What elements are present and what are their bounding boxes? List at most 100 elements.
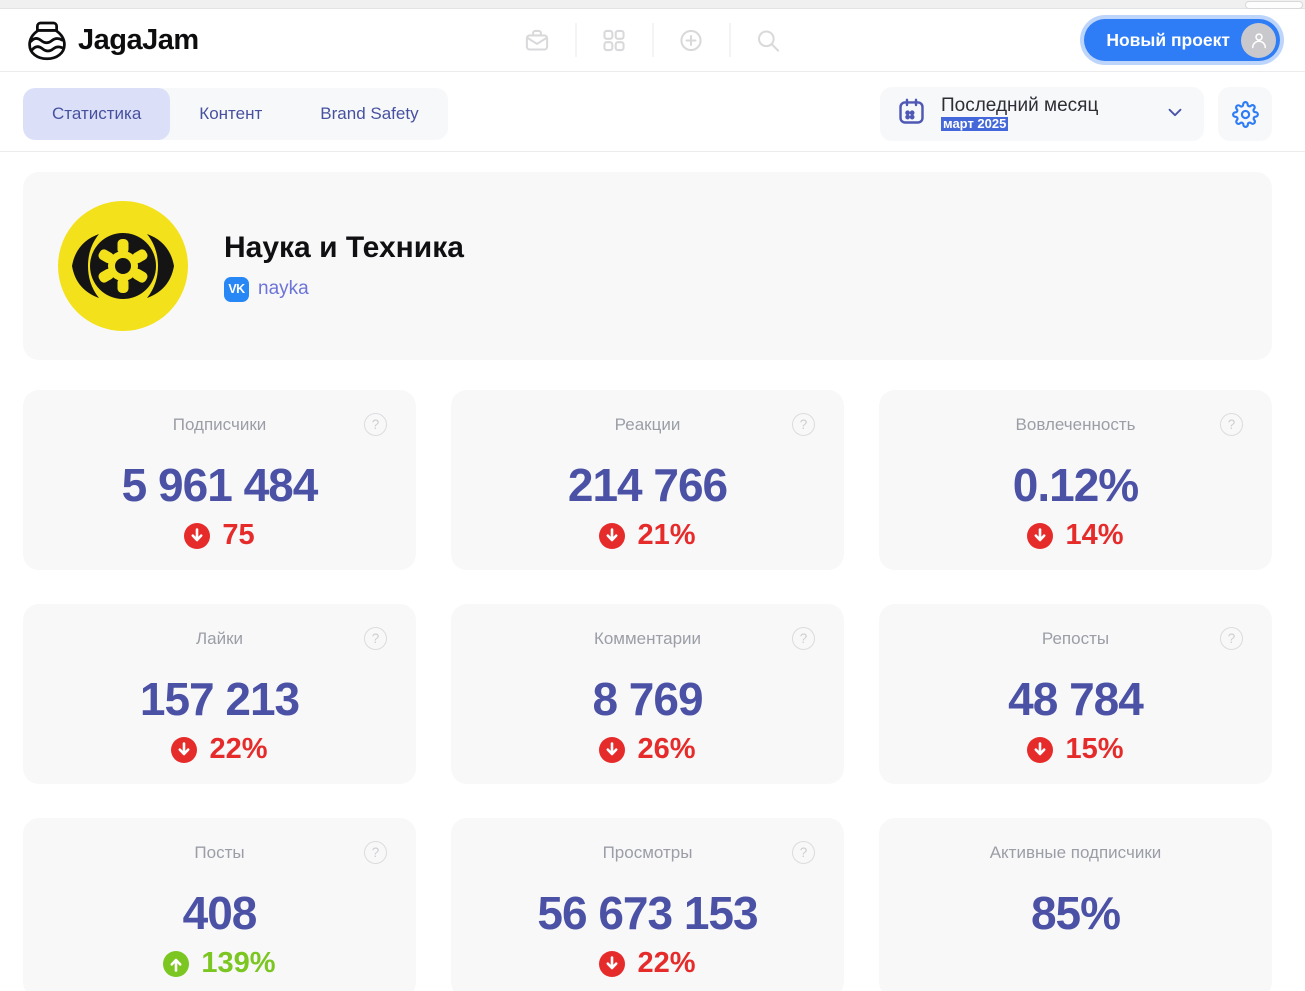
stat-label: Активные подписчики — [989, 843, 1162, 862]
community-info: Наука и Техника VK nayka — [224, 231, 464, 302]
community-handle-link[interactable]: nayka — [258, 278, 309, 299]
stat-value: 157 213 — [139, 673, 300, 725]
briefcase-icon[interactable] — [522, 25, 552, 55]
stat-card-reposts: Репосты ? 48 784 15% — [879, 604, 1272, 784]
stat-change: 22% — [171, 733, 268, 766]
stat-card-views: Просмотры ? 56 673 153 22% — [451, 818, 844, 991]
stat-label: Репосты — [1041, 629, 1110, 648]
new-project-label: Новый проект — [1106, 29, 1230, 50]
stat-card-reactions: Реакции ? 214 766 21% — [451, 390, 844, 570]
stat-change: 15% — [1027, 733, 1124, 766]
main-content: Наука и Техника VK nayka Подписчики ? 5 … — [0, 152, 1305, 991]
stat-change: 22% — [599, 947, 696, 980]
stat-change-value: 15% — [1065, 733, 1124, 765]
help-icon[interactable]: ? — [364, 413, 387, 436]
arrow-down-circle-icon — [1027, 736, 1054, 763]
community-profile-card: Наука и Техника VK nayka — [23, 172, 1272, 360]
stat-change: 26% — [599, 733, 696, 766]
arrow-up-circle-icon — [163, 950, 190, 977]
browser-top-strip — [0, 0, 1305, 9]
stat-label: Просмотры — [602, 843, 693, 862]
stat-value: 56 673 153 — [537, 887, 758, 939]
stat-change-value: 26% — [637, 733, 696, 765]
help-icon[interactable]: ? — [792, 627, 815, 650]
arrow-down-circle-icon — [184, 522, 211, 549]
arrow-down-circle-icon — [1027, 522, 1054, 549]
stat-card-posts: Посты ? 408 139% — [23, 818, 416, 991]
date-range-picker[interactable]: Последний месяц март 2025 — [880, 87, 1204, 141]
tab-bar: Статистика Контент Brand Safety — [23, 88, 448, 140]
stat-label: Комментарии — [593, 629, 702, 648]
add-circle-icon[interactable] — [676, 25, 706, 55]
community-title: Наука и Техника — [224, 230, 464, 264]
stat-change: 21% — [599, 519, 696, 552]
stat-value: 48 784 — [1008, 673, 1144, 725]
tab-content[interactable]: Контент — [199, 104, 263, 123]
date-range-texts: Последний месяц март 2025 — [941, 94, 1099, 133]
stat-card-engagement: Вовлеченность ? 0.12% 14% — [879, 390, 1272, 570]
stat-label: Реакции — [614, 415, 681, 434]
gear-icon — [1231, 100, 1259, 128]
calendar-icon — [896, 96, 927, 132]
help-icon[interactable]: ? — [364, 841, 387, 864]
subheader-controls: Последний месяц март 2025 — [880, 87, 1272, 141]
community-handle-row: VK nayka — [224, 276, 464, 302]
stat-change-value: 139% — [201, 947, 276, 979]
stat-value: 85% — [1030, 887, 1121, 939]
jam-jar-logo-icon — [28, 21, 66, 61]
stat-change-value: 22% — [637, 947, 696, 979]
community-avatar[interactable] — [58, 201, 188, 331]
help-icon[interactable]: ? — [364, 627, 387, 650]
arrow-down-circle-icon — [171, 736, 198, 763]
tab-statistics[interactable]: Статистика — [23, 88, 171, 140]
help-icon[interactable]: ? — [1220, 413, 1243, 436]
settings-button[interactable] — [1218, 87, 1272, 141]
stat-change: 14% — [1027, 519, 1124, 552]
scrollbar-thumb[interactable] — [1245, 1, 1303, 9]
stat-change: 75 — [184, 519, 255, 552]
stat-change-value: 21% — [637, 519, 696, 551]
help-icon[interactable]: ? — [1220, 627, 1243, 650]
stats-grid: Подписчики ? 5 961 484 75 Реакции ? 214 … — [23, 390, 1272, 991]
arrow-down-circle-icon — [599, 522, 626, 549]
stat-label: Подписчики — [172, 415, 267, 434]
stat-card-active-subscribers: Активные подписчики ? 85% — [879, 818, 1272, 991]
date-range-label: Последний месяц — [941, 94, 1099, 116]
tab-brand-safety[interactable]: Brand Safety — [320, 104, 419, 123]
stat-card-subscribers: Подписчики ? 5 961 484 75 — [23, 390, 416, 570]
vk-network-icon: VK — [224, 276, 249, 302]
stat-value: 0.12% — [1012, 459, 1139, 511]
header-icon-group — [522, 23, 783, 57]
stat-value: 408 — [182, 887, 258, 939]
stat-change-value: 22% — [209, 733, 268, 765]
user-icon — [1251, 33, 1266, 49]
header-divider — [575, 23, 576, 57]
stat-change-value: 14% — [1065, 519, 1124, 551]
stat-value: 5 961 484 — [121, 459, 319, 511]
stat-change: 139% — [163, 947, 276, 980]
user-avatar[interactable] — [1241, 22, 1276, 58]
header-divider — [729, 23, 730, 57]
stat-label: Лайки — [195, 629, 244, 648]
subheader: Статистика Контент Brand Safety Последний … — [0, 72, 1305, 151]
stat-card-comments: Комментарии ? 8 769 26% — [451, 604, 844, 784]
brand-name: JagaJam — [78, 23, 199, 56]
section-divider — [0, 151, 1305, 152]
header-divider — [652, 23, 653, 57]
help-icon[interactable]: ? — [792, 841, 815, 864]
brand-logo[interactable]: JagaJam — [25, 18, 199, 62]
help-icon[interactable]: ? — [792, 413, 815, 436]
chevron-down-icon — [1164, 101, 1186, 128]
arrow-down-circle-icon — [599, 950, 626, 977]
stat-card-likes: Лайки ? 157 213 22% — [23, 604, 416, 784]
apps-grid-icon[interactable] — [599, 25, 629, 55]
search-icon[interactable] — [753, 25, 783, 55]
stat-change-value: 75 — [222, 519, 255, 551]
date-range-selected-month: март 2025 — [941, 115, 1009, 132]
stat-value: 8 769 — [592, 673, 703, 725]
stat-label: Вовлеченность — [1015, 415, 1136, 434]
app-header: JagaJam — [0, 9, 1305, 72]
new-project-button[interactable]: Новый проект — [1084, 19, 1280, 61]
stat-value: 214 766 — [567, 459, 728, 511]
arrow-down-circle-icon — [599, 736, 626, 763]
